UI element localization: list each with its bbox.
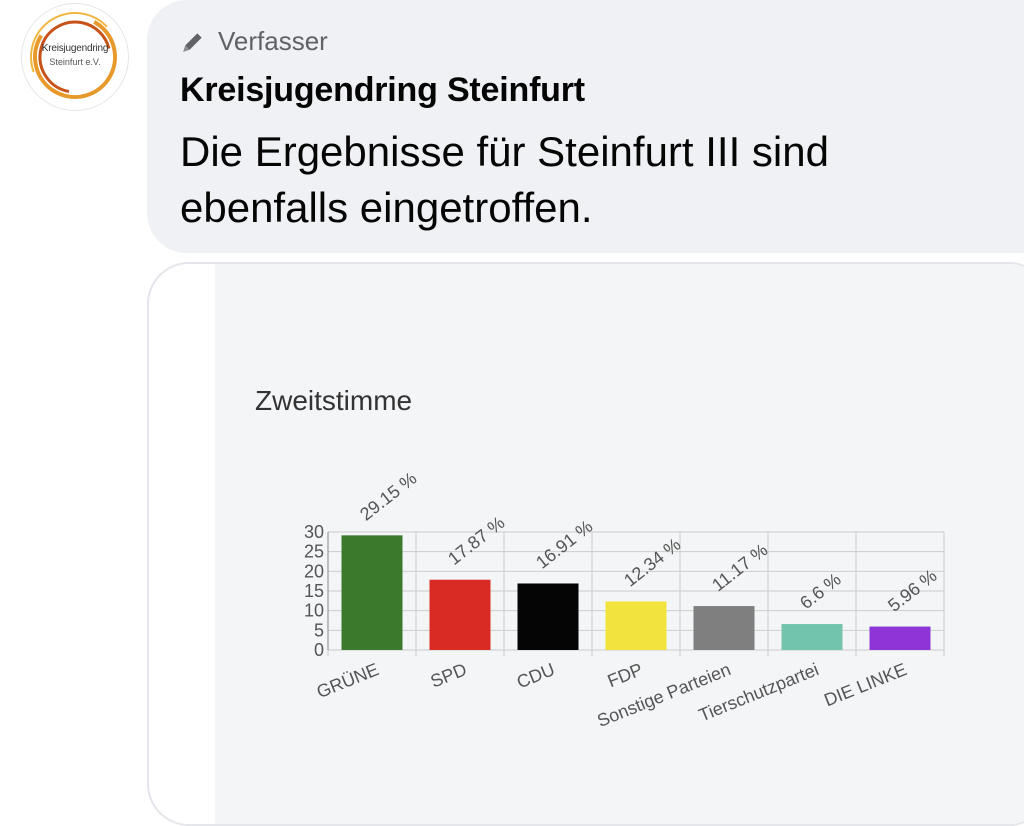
avatar-logo-text: Kreisjugendring [41,43,109,54]
logo-ring [30,12,121,102]
bar-6 [781,624,843,650]
data-label: 12.34 % [620,534,684,590]
chart-image: Zweitstimme 0 5 10 15 20 25 30 29.15 % GRÜNE 17.87… [215,264,1024,824]
x-tick-label: SPD [428,659,470,691]
data-label: 29.15 % [356,468,420,524]
x-tick-label: DIE LINKE [821,659,909,710]
y-tick-label: 0 [314,640,324,660]
y-tick-label: 10 [304,601,324,621]
bar-4 [605,601,667,650]
data-label: 16.91 % [532,516,596,572]
bar-3 [517,583,579,650]
pencil-icon [183,32,202,52]
badge-label: Verfasser [218,26,328,56]
page-avatar[interactable]: Kreisjugendring Steinfurt e.V. [22,4,128,110]
bar-5 [693,606,755,650]
attachment-card[interactable]: Zweitstimme 0 5 10 15 20 25 30 29.15 % GRÜNE 17.87… [147,262,1024,826]
x-tick-label: CDU [514,659,558,692]
bar-1 [341,535,403,650]
y-tick-label: 5 [314,620,324,640]
data-label: 17.87 % [444,512,508,568]
y-tick-label: 30 [304,522,324,542]
bar-2 [429,579,491,650]
author-badge: Verfasser [180,26,328,57]
y-tick-label: 20 [304,561,324,581]
avatar-logo-subtext: Steinfurt e.V. [49,57,101,67]
y-tick-label: 25 [304,542,324,562]
y-tick-label: 15 [304,581,324,601]
data-label: 11.17 % [708,540,771,596]
author-name[interactable]: Kreisjugendring Steinfurt [180,71,585,109]
x-tick-label: GRÜNE [314,659,382,702]
comment-text: Die Ergebnisse für Steinfurt III sind eb… [180,128,829,231]
chart-title: Zweitstimme [255,385,412,416]
bar-7 [869,626,931,650]
comment-bubble [147,0,1024,253]
x-tick-label: FDP [605,659,646,691]
